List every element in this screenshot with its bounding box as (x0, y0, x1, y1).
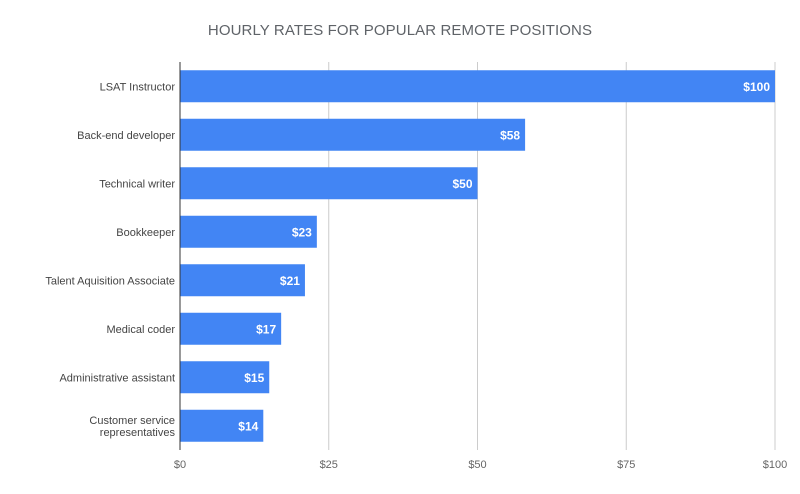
category-label: Talent Aquisition Associate (45, 275, 175, 287)
x-tick-label: $0 (174, 459, 186, 471)
x-tick-label: $75 (617, 459, 635, 471)
data-label: $50 (452, 177, 472, 191)
data-label: $14 (238, 419, 258, 433)
chart-title: HOURLY RATES FOR POPULAR REMOTE POSITION… (207, 22, 593, 39)
category-label: Medical coder (107, 324, 176, 336)
bar-5 (180, 312, 282, 345)
category-label: Bookkeeper (116, 227, 175, 239)
bar-7 (180, 409, 264, 442)
category-label: Customer service representatives (89, 415, 175, 439)
data-label: $23 (292, 225, 312, 239)
bar-2 (180, 167, 478, 200)
bar-6 (180, 361, 270, 394)
category-label: Administrative assistant (59, 372, 175, 384)
data-label: $21 (280, 274, 300, 288)
bar-4 (180, 264, 305, 297)
bar-3 (180, 215, 317, 248)
bar-0 (180, 70, 775, 103)
category-label: Technical writer (99, 178, 175, 190)
x-tick-label: $25 (320, 459, 338, 471)
x-tick-label: $50 (468, 459, 486, 471)
data-label: $17 (256, 322, 276, 336)
category-label: Back-end developer (77, 130, 175, 142)
data-label: $15 (244, 371, 264, 385)
bar-1 (180, 118, 526, 151)
x-tick-label: $100 (763, 459, 787, 471)
labels: $0 $25 $50 $75 $100 LSAT Instructor $100 Back-e… (45, 80, 787, 471)
category-label: LSAT Instructor (100, 81, 176, 93)
data-label: $58 (500, 128, 520, 142)
bars (180, 70, 775, 442)
data-label: $100 (743, 80, 770, 94)
